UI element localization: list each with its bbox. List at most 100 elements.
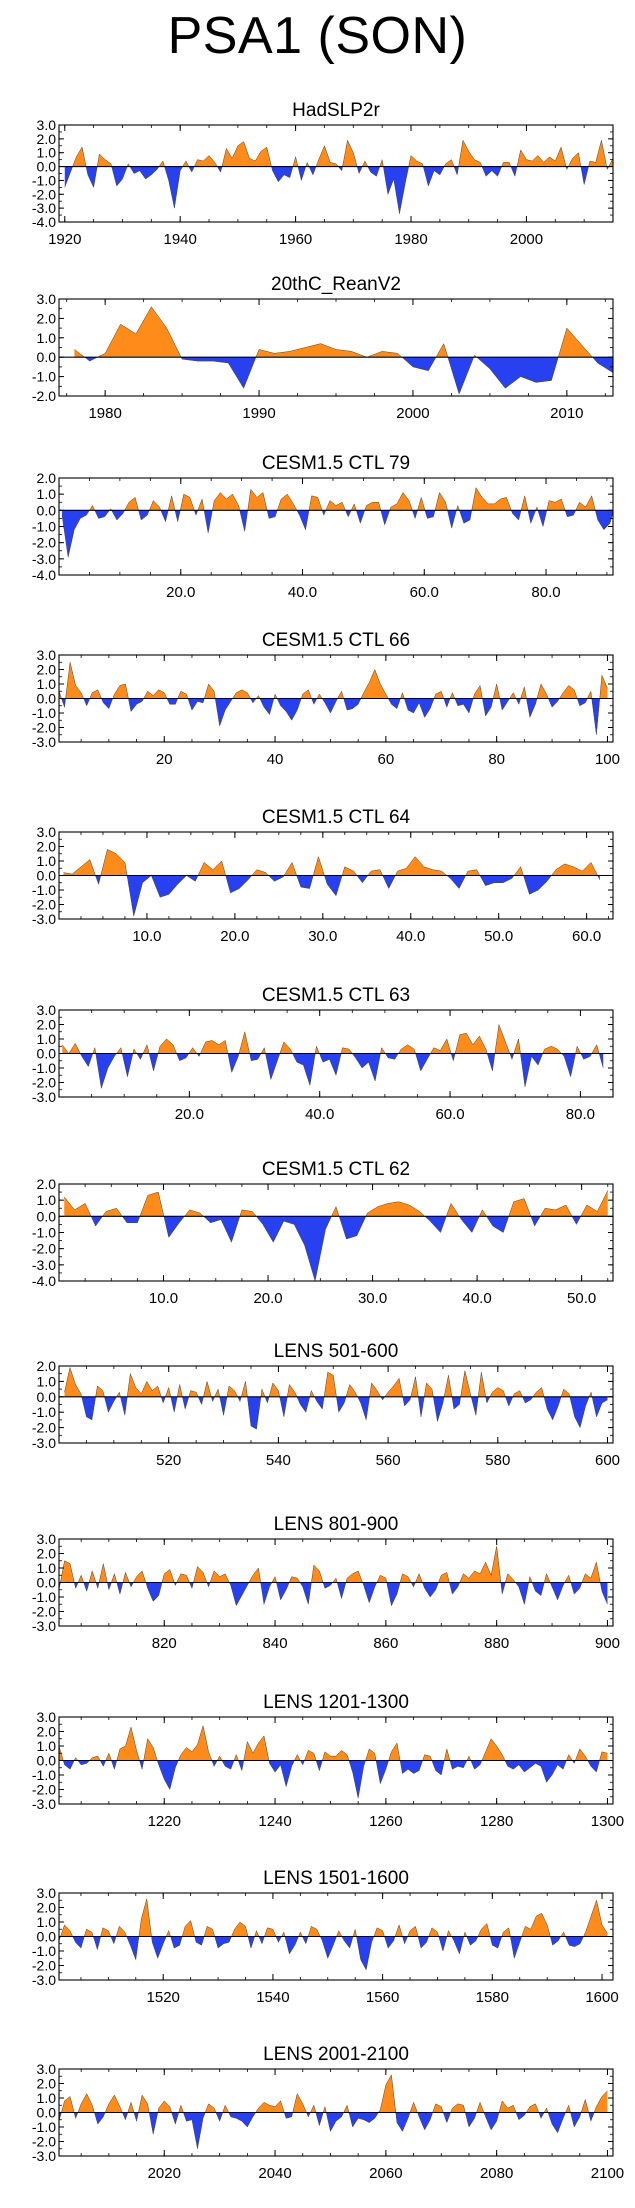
- chart-panel-1: HadSLP2r 3.02.01.00.0-1.0-2.0-3.0-4.01920…: [32, 100, 614, 248]
- positive-area: [64, 140, 613, 167]
- y-tick-label: 0.0: [37, 159, 57, 175]
- y-tick-label: -1.0: [32, 1060, 56, 1076]
- y-tick-label: 1.0: [37, 486, 57, 502]
- x-tick-label: 20.0: [253, 1290, 282, 1307]
- panel-title: LENS 1501-1600: [263, 1868, 409, 1889]
- x-tick-label: 2000: [510, 231, 543, 248]
- y-tick-label: 0.0: [37, 1046, 57, 1062]
- series-line: [59, 1725, 608, 1799]
- y-tick-label: 2.0: [37, 1900, 57, 1916]
- x-tick-label: 1560: [366, 1989, 399, 2006]
- negative-area: [59, 1582, 608, 1606]
- x-tick-label: 20.0: [166, 584, 195, 601]
- y-tick-label: -3.0: [32, 1618, 56, 1634]
- y-tick-label: 1.0: [37, 1560, 57, 1576]
- x-tick-label: 2000: [396, 405, 429, 422]
- x-tick-label: 10.0: [149, 1290, 178, 1307]
- y-tick-label: -3.0: [32, 734, 56, 750]
- y-tick-label: -1.0: [32, 2119, 56, 2135]
- x-tick-label: 2040: [258, 2165, 291, 2182]
- y-tick-label: -2.0: [32, 186, 56, 202]
- series-line: [62, 1024, 604, 1089]
- y-tick-label: 1.0: [37, 330, 57, 346]
- y-tick-label: 2.0: [37, 310, 57, 326]
- y-tick-label: -1.0: [32, 705, 56, 721]
- y-tick-label: 3.0: [37, 824, 57, 840]
- y-tick-label: -3.0: [32, 1972, 56, 1988]
- panel-title: LENS 501-600: [274, 1341, 399, 1362]
- y-tick-label: -3.0: [32, 911, 56, 927]
- y-tick-label: 3.0: [37, 1709, 57, 1725]
- series-line: [61, 487, 613, 558]
- positive-area: [64, 1190, 608, 1217]
- y-tick-label: -1.0: [32, 1225, 56, 1241]
- positive-area: [62, 1024, 604, 1054]
- y-tick-label: 1.0: [37, 2090, 57, 2106]
- y-tick-label: -2.0: [32, 388, 56, 404]
- y-tick-label: 0.0: [37, 1929, 57, 1945]
- y-tick-label: -1.0: [32, 1943, 56, 1959]
- chart-panel-10: LENS 1201-1300 3.02.01.00.0-1.0-2.0-3.0 12…: [32, 1692, 624, 1830]
- y-tick-label: 1.0: [37, 853, 57, 869]
- y-tick-label: 0.0: [37, 1389, 57, 1405]
- x-tick-label: 1220: [148, 1813, 181, 1830]
- x-tick-label: 880: [484, 1635, 509, 1652]
- page-title: PSA1 (SON): [167, 7, 468, 65]
- x-tick-label: 2060: [369, 2165, 402, 2182]
- y-tick-label: 3.0: [37, 117, 57, 133]
- series-line: [59, 1546, 608, 1607]
- x-tick-label: 60.0: [435, 1106, 464, 1123]
- y-tick-label: -1.0: [32, 1589, 56, 1605]
- y-tick-label: -3.0: [32, 1089, 56, 1105]
- x-tick-label: 1580: [476, 1989, 509, 2006]
- y-tick-label: -2.0: [32, 1241, 56, 1257]
- x-tick-label: 860: [373, 1635, 398, 1652]
- y-tick-label: 1.0: [37, 145, 57, 161]
- y-tick-label: 1.0: [37, 1031, 57, 1047]
- y-tick-label: 2.0: [37, 662, 57, 678]
- chart-panel-4: CESM1.5 CTL 66 3.02.01.00.0-1.0-2.0-3.0 20…: [32, 630, 620, 768]
- x-tick-label: 20: [156, 751, 173, 768]
- y-tick-label: 3.0: [37, 2061, 57, 2077]
- y-tick-label: -2.0: [32, 897, 56, 913]
- y-tick-label: -1.0: [32, 172, 56, 188]
- x-tick-label: 30.0: [358, 1290, 387, 1307]
- y-tick-label: 2.0: [37, 131, 57, 147]
- x-tick-label: 40.0: [288, 584, 317, 601]
- x-tick-label: 1960: [279, 231, 312, 248]
- y-tick-label: -2.0: [32, 1604, 56, 1620]
- negative-area: [59, 2112, 608, 2149]
- x-tick-label: 580: [485, 1452, 510, 1469]
- positive-area: [74, 306, 613, 358]
- negative-area: [64, 166, 609, 214]
- y-tick-label: -3.0: [32, 1796, 56, 1812]
- y-tick-label: 0.0: [37, 1575, 57, 1591]
- x-tick-label: 50.0: [484, 928, 513, 945]
- y-tick-label: -4.0: [32, 214, 56, 230]
- x-tick-label: 20.0: [175, 1106, 204, 1123]
- panel-title: 20thC_ReanV2: [271, 274, 401, 295]
- x-tick-label: 1990: [242, 405, 275, 422]
- x-tick-label: 20.0: [220, 928, 249, 945]
- y-tick-label: -3.0: [32, 2148, 56, 2164]
- y-tick-label: -4.0: [32, 567, 56, 583]
- x-tick-label: 40.0: [396, 928, 425, 945]
- x-tick-label: 1920: [48, 231, 81, 248]
- y-tick-label: 2.0: [37, 1546, 57, 1562]
- y-tick-label: 2.0: [37, 1724, 57, 1740]
- y-tick-label: -2.0: [32, 1420, 56, 1436]
- y-tick-label: -3.0: [32, 200, 56, 216]
- series-line: [74, 306, 613, 395]
- y-tick-label: 1.0: [37, 1192, 57, 1208]
- x-tick-label: 840: [263, 1635, 288, 1652]
- chart-panel-11: LENS 1501-1600 3.02.01.00.0-1.0-2.0-3.0 15…: [32, 1868, 619, 2006]
- y-tick-label: -3.0: [32, 551, 56, 567]
- series-line: [63, 849, 601, 917]
- plot-frame: [58, 477, 614, 576]
- x-tick-label: 60.0: [572, 928, 601, 945]
- x-tick-label: 2100: [591, 2165, 624, 2182]
- x-tick-label: 1940: [164, 231, 197, 248]
- chart-panel-9: LENS 801-900 3.02.01.00.0-1.0-2.0-3.0 820 8…: [32, 1514, 620, 1652]
- y-tick-label: 0.0: [37, 2105, 57, 2121]
